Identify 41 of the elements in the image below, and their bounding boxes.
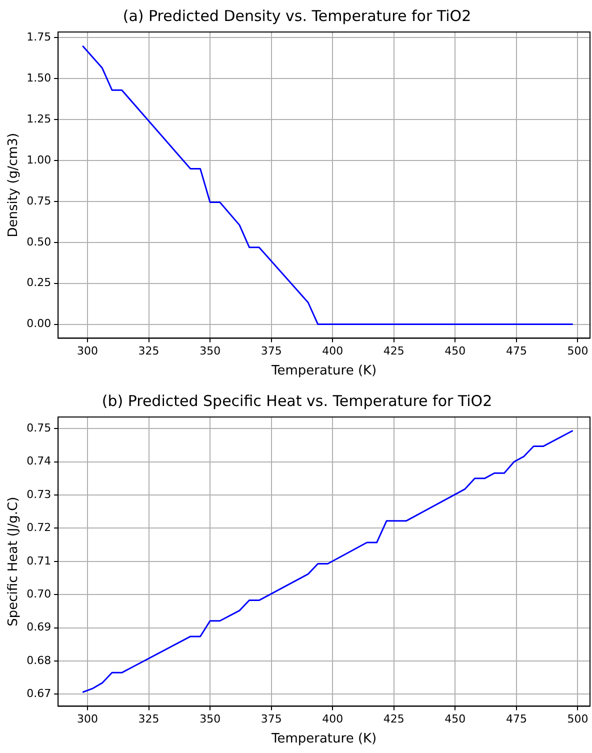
chart-title: (a) Predicted Density vs. Temperature for TiO2	[122, 6, 472, 25]
y-tick-label: 0.70	[26, 587, 52, 600]
y-tick-label: 0.25	[26, 276, 52, 290]
x-tick-label: 425	[383, 712, 404, 726]
y-tick-label: 0.75	[26, 421, 52, 434]
x-tick-label: 500	[567, 712, 588, 726]
x-tick-label: 500	[567, 344, 588, 358]
x-tick-label: 400	[322, 344, 344, 358]
y-tick-label: 0.71	[26, 554, 52, 568]
x-tick-label: 450	[444, 344, 466, 358]
y-tick-label: 0.74	[26, 454, 52, 468]
x-tick-label: 325	[138, 344, 160, 358]
x-tick-label: 375	[260, 712, 282, 726]
x-axis-title: Temperature (K)	[270, 364, 377, 379]
y-tick-label: 0.00	[26, 317, 52, 330]
y-axis-title: Specific Heat (J/g.C)	[6, 496, 22, 626]
y-tick-label: 1.25	[26, 112, 52, 126]
x-tick-label: 300	[77, 344, 98, 358]
y-axis-title: Density (g/cm3)	[6, 132, 22, 238]
y-tick-label: 0.72	[26, 521, 52, 534]
x-tick-label: 400	[322, 712, 344, 726]
y-tick-label: 0.69	[26, 620, 52, 634]
y-tick-label: 0.50	[26, 235, 52, 248]
y-tick-label: 1.75	[26, 30, 52, 44]
y-tick-label: 0.68	[26, 654, 52, 667]
x-tick-label: 425	[383, 344, 404, 358]
y-tick-label: 0.73	[26, 488, 52, 501]
x-tick-label: 375	[260, 344, 282, 358]
x-axis-title: Temperature (K)	[270, 732, 377, 747]
x-tick-label: 350	[200, 344, 221, 358]
x-tick-label: 350	[200, 712, 221, 726]
x-tick-label: 475	[506, 712, 527, 726]
chart-title: (b) Predicted Specific Heat vs. Temperature for TiO2	[102, 392, 492, 410]
x-tick-label: 325	[138, 712, 160, 726]
x-tick-label: 475	[506, 344, 527, 358]
y-tick-label: 1.00	[26, 153, 52, 166]
y-tick-label: 0.67	[26, 687, 52, 700]
x-tick-label: 300	[77, 712, 98, 726]
y-tick-label: 1.50	[26, 72, 52, 85]
y-tick-label: 0.75	[26, 194, 52, 208]
x-tick-label: 450	[444, 712, 466, 726]
